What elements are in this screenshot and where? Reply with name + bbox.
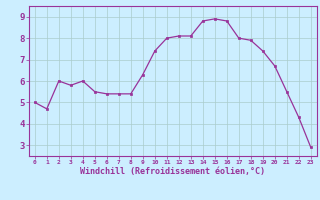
- X-axis label: Windchill (Refroidissement éolien,°C): Windchill (Refroidissement éolien,°C): [80, 167, 265, 176]
